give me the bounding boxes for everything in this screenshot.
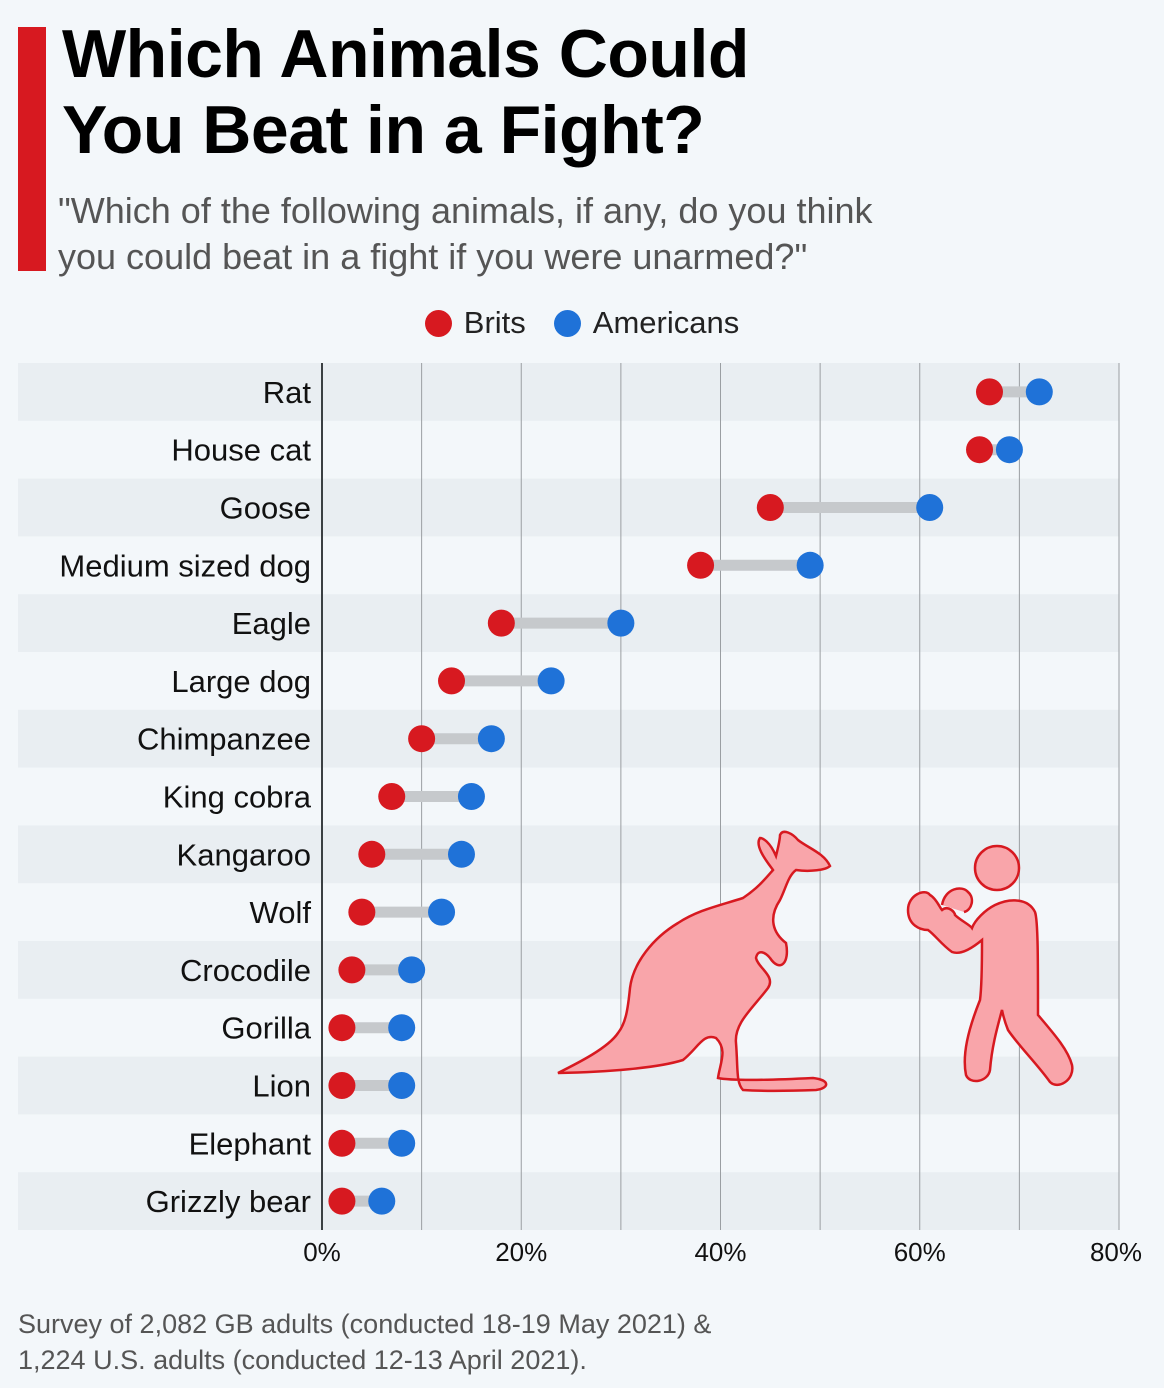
- category-label: King cobra: [163, 780, 312, 815]
- category-label: Elephant: [189, 1126, 312, 1161]
- chart-subtitle: "Which of the following animals, if any,…: [58, 188, 1138, 280]
- dumbbell-chart: Rat House cat Goose Medium sized dog Eagle La…: [18, 363, 1143, 1267]
- point-brits: [358, 840, 386, 868]
- category-label: Medium sized dog: [59, 548, 311, 583]
- x-tick-label: 0%: [303, 1237, 341, 1267]
- point-brits: [328, 1187, 356, 1215]
- category-label: Wolf: [250, 895, 312, 930]
- point-brits: [975, 378, 1003, 406]
- category-label: Goose: [220, 491, 311, 526]
- point-brits: [328, 1129, 356, 1157]
- point-americans: [388, 1072, 416, 1099]
- title-accent-bar: [18, 27, 46, 271]
- point-brits: [687, 551, 715, 579]
- row-band: [18, 363, 1119, 421]
- point-brits: [408, 725, 436, 753]
- x-tick-label: 20%: [495, 1237, 547, 1267]
- point-americans: [447, 840, 475, 868]
- point-americans: [607, 609, 635, 637]
- point-americans: [368, 1187, 396, 1215]
- subtitle-line-1: "Which of the following animals, if any,…: [58, 190, 873, 231]
- subtitle-line-2: you could beat in a fight if you were un…: [58, 236, 808, 277]
- point-brits: [348, 898, 376, 926]
- row-band: [18, 1056, 1119, 1115]
- category-labels: Rat House cat Goose Medium sized dog Eagle La…: [59, 375, 311, 1219]
- x-tick-label: 60%: [894, 1237, 946, 1267]
- category-label: Chimpanzee: [137, 722, 311, 757]
- point-brits: [438, 667, 466, 695]
- kangaroo-shape: [557, 830, 832, 1092]
- boxer-head: [973, 844, 1021, 892]
- category-label: House cat: [171, 433, 311, 468]
- point-americans: [477, 725, 505, 753]
- category-label: Eagle: [232, 606, 311, 641]
- footnote-line-1: Survey of 2,082 GB adults (conducted 18-…: [18, 1309, 712, 1339]
- point-brits: [328, 1014, 356, 1042]
- x-tick-labels: 0% 20% 40% 60% 80%: [303, 1237, 1142, 1267]
- point-americans: [1025, 378, 1053, 406]
- row-band: [18, 709, 1119, 768]
- row-bands: [18, 363, 1119, 1230]
- legend-dot-brits: [424, 309, 452, 337]
- point-brits: [338, 956, 366, 984]
- data-marks: [328, 378, 1053, 1215]
- kangaroo-icon: [557, 830, 832, 1092]
- legend-label-americans: Americans: [592, 305, 740, 340]
- point-brits: [756, 494, 784, 521]
- category-label: Grizzly bear: [146, 1184, 311, 1219]
- row-band: [18, 478, 1119, 537]
- point-americans: [428, 898, 456, 926]
- legend-item-brits: Brits: [424, 305, 526, 341]
- title-line-1: Which Animals Could: [62, 16, 749, 92]
- illustration: [557, 830, 1074, 1092]
- footnote-line-2: 1,224 U.S. adults (conducted 12-13 April…: [18, 1345, 587, 1375]
- point-americans: [916, 494, 944, 521]
- point-brits: [966, 436, 994, 464]
- legend: Brits Americans: [0, 305, 1164, 341]
- point-americans: [537, 667, 565, 695]
- category-label: Rat: [263, 375, 312, 410]
- category-label: Large dog: [171, 664, 311, 699]
- boxer-body: [906, 891, 1074, 1087]
- point-americans: [796, 551, 824, 579]
- category-label: Gorilla: [221, 1011, 311, 1046]
- chart-title: Which Animals Could You Beat in a Fight?: [62, 16, 1142, 168]
- point-americans: [398, 956, 426, 984]
- title-line-2: You Beat in a Fight?: [62, 92, 705, 168]
- legend-item-americans: Americans: [553, 305, 740, 341]
- x-tick-label: 80%: [1090, 1237, 1142, 1267]
- point-americans: [388, 1129, 416, 1157]
- boxer-glove: [940, 887, 974, 914]
- row-band: [18, 941, 1119, 999]
- category-label: Crocodile: [180, 953, 311, 988]
- point-brits: [328, 1072, 356, 1099]
- boxer-icon: [906, 844, 1074, 1087]
- legend-dot-americans: [553, 309, 581, 337]
- source-footnote: Survey of 2,082 GB adults (conducted 18-…: [18, 1306, 1118, 1378]
- point-americans: [457, 783, 485, 810]
- point-brits: [378, 783, 406, 810]
- category-label: Kangaroo: [177, 837, 311, 872]
- point-americans: [995, 436, 1023, 464]
- row-band: [18, 825, 1119, 884]
- point-americans: [388, 1014, 416, 1042]
- row-band: [18, 1172, 1119, 1230]
- point-brits: [487, 609, 515, 637]
- legend-label-brits: Brits: [463, 305, 526, 340]
- category-label: Lion: [252, 1069, 311, 1104]
- x-tick-label: 40%: [694, 1237, 746, 1267]
